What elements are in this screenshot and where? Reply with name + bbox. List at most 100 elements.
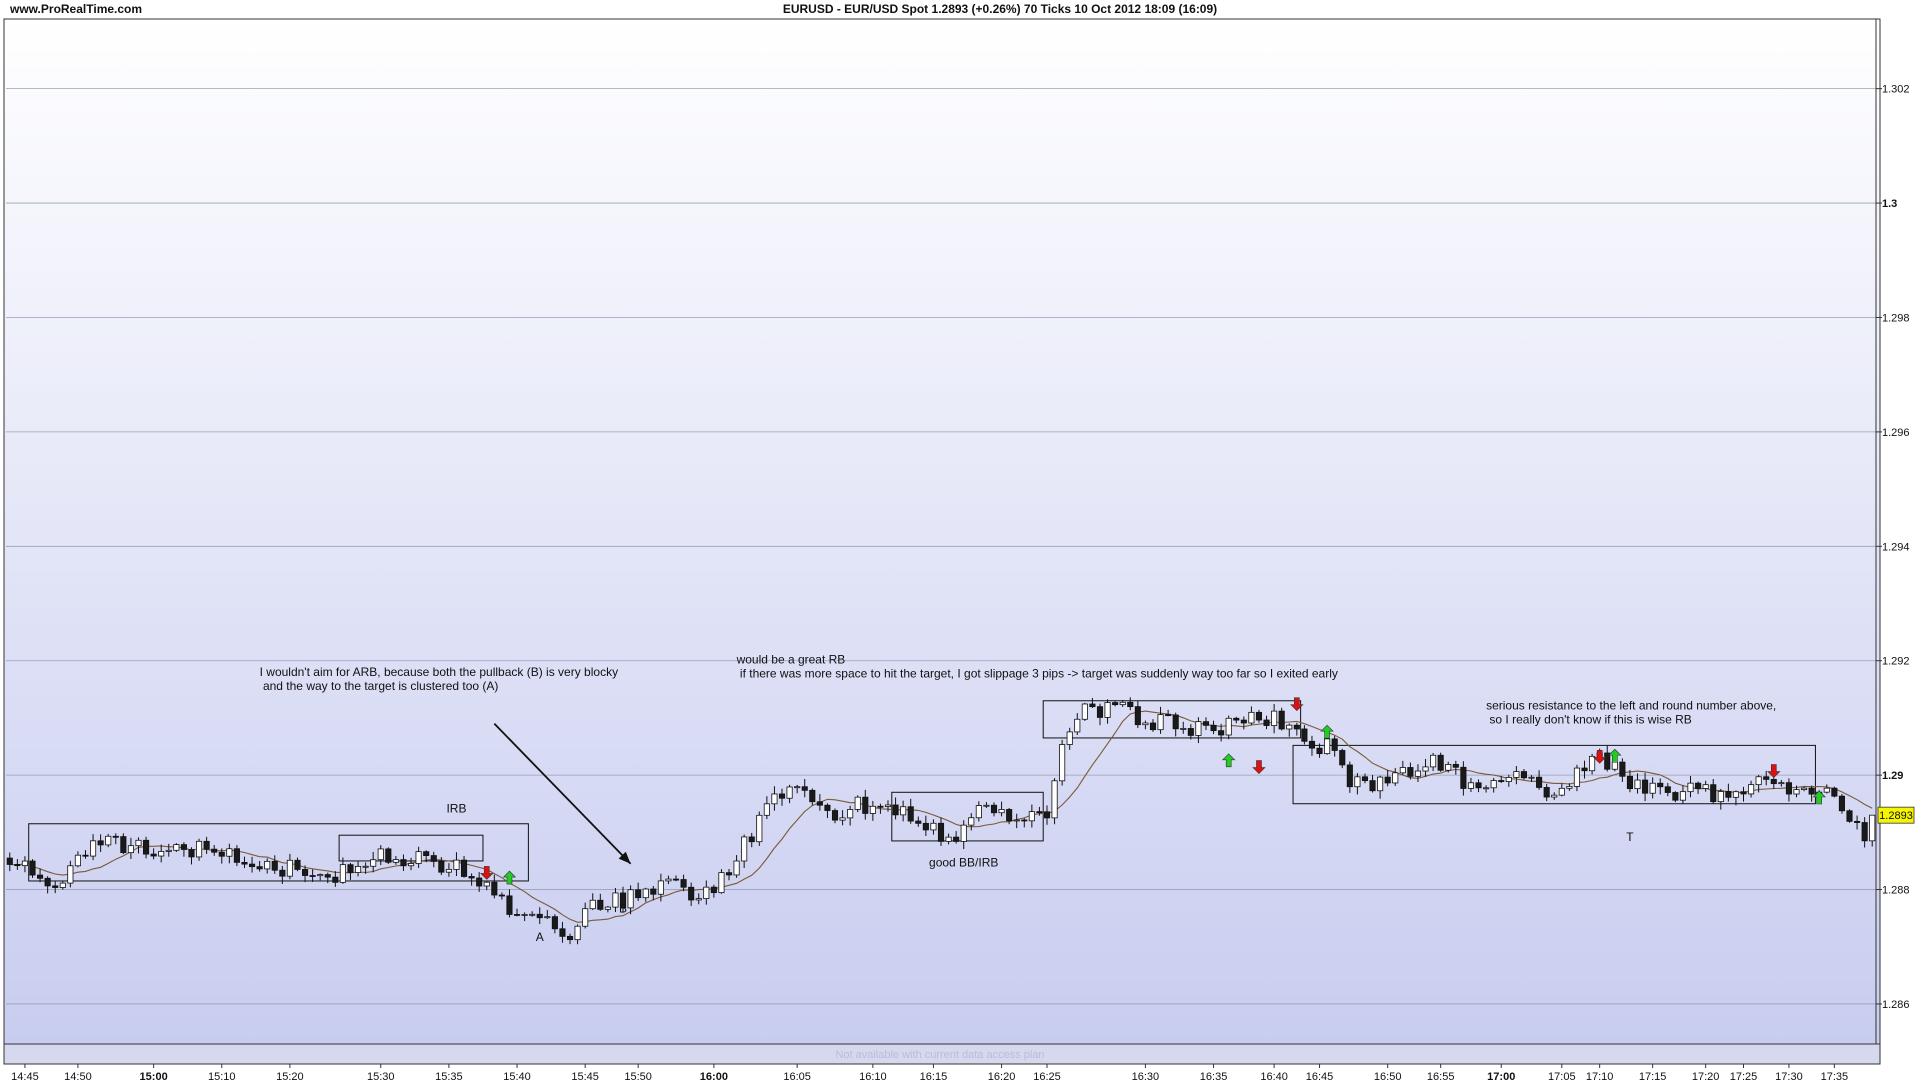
x-tick-label: 14:45	[11, 1071, 39, 1080]
arrow-head-icon	[618, 851, 631, 864]
box-left-range[interactable]	[28, 823, 529, 882]
x-tick-label: 15:10	[208, 1071, 236, 1080]
candle-body	[892, 804, 899, 816]
box-bb-irb[interactable]	[891, 791, 1044, 842]
candle-body	[1013, 819, 1020, 822]
label-b[interactable]: B	[619, 901, 627, 915]
candle-body	[1695, 782, 1702, 789]
arrow-line[interactable]	[493, 723, 632, 865]
candle-body	[1263, 719, 1270, 726]
arrow-down-icon[interactable]	[480, 866, 494, 880]
candle-body	[1679, 791, 1686, 801]
candle-body	[1732, 791, 1739, 798]
arrow-down-icon[interactable]	[1592, 749, 1607, 764]
note-resistance[interactable]: serious resistance to the left and round…	[1486, 698, 1776, 726]
candle-body	[1838, 795, 1845, 812]
x-tick-label: 16:00	[700, 1071, 728, 1080]
x-tick-label: 15:40	[503, 1071, 531, 1080]
x-tick-label: 17:25	[1730, 1071, 1758, 1080]
box-mid-upper[interactable]	[1042, 700, 1302, 739]
site-logo-text[interactable]: www.ProRealTime.com	[9, 2, 142, 16]
candle-body	[1702, 784, 1709, 789]
arrow-up-icon[interactable]	[1608, 748, 1622, 763]
candle-body	[1452, 764, 1459, 768]
candle-body	[1278, 710, 1285, 730]
candle-body	[407, 863, 415, 867]
arrow-up-icon[interactable]	[502, 870, 517, 885]
candle-body	[453, 859, 460, 870]
candle-body	[877, 805, 884, 808]
label-t[interactable]: T	[1626, 830, 1634, 844]
candle-body	[922, 822, 929, 831]
candle-body	[347, 864, 354, 873]
candle-body	[476, 877, 483, 887]
candle-body	[1407, 767, 1414, 777]
plot-area[interactable]	[3, 18, 1881, 1045]
x-tick-label: 17:35	[1821, 1071, 1849, 1080]
candle-body	[1104, 702, 1111, 718]
box-right-range[interactable]	[1292, 744, 1816, 805]
candle-body	[612, 892, 619, 908]
candle-body	[725, 872, 733, 876]
note-arb[interactable]: I wouldn't aim for ARB, because both the…	[260, 665, 618, 693]
x-tick-label: 14:50	[64, 1071, 92, 1080]
x-tick-label: 15:00	[140, 1071, 168, 1080]
note-great-rb[interactable]: would be a great RB if there was more sp…	[736, 653, 1338, 681]
candle-body	[105, 835, 112, 846]
annotation-line: T	[1626, 830, 1634, 844]
arrow-down-icon[interactable]	[1252, 760, 1266, 774]
candle-body	[1490, 780, 1497, 789]
candle-body	[143, 839, 150, 855]
arrow-up-icon[interactable]	[1221, 753, 1236, 768]
label-a[interactable]: A	[536, 930, 544, 944]
candle-body	[430, 855, 437, 862]
candle-body	[1210, 724, 1217, 732]
candle-body	[1127, 701, 1134, 708]
candle-body	[1134, 706, 1141, 726]
time-scrollbar[interactable]	[3, 1043, 1881, 1065]
candle-body	[1785, 782, 1792, 795]
arrow-down-icon[interactable]	[1290, 697, 1304, 712]
candle-body	[1006, 809, 1013, 822]
x-tick-label: 17:00	[1487, 1071, 1515, 1080]
candle-body	[665, 878, 672, 882]
candle-body	[1112, 702, 1119, 706]
candle-body	[180, 844, 187, 850]
candle-body	[1505, 777, 1512, 782]
label-irb[interactable]: IRB	[446, 801, 466, 815]
label-good-bb-irb[interactable]: good BB/IRB	[929, 856, 998, 870]
candle-body	[695, 898, 702, 901]
x-tick-label: 16:25	[1033, 1071, 1061, 1080]
x-tick-label: 16:30	[1132, 1071, 1160, 1080]
candle-body	[1657, 782, 1664, 788]
candle-body	[1339, 750, 1346, 766]
x-tick-label: 16:50	[1374, 1071, 1402, 1080]
candle-body	[839, 817, 846, 821]
arrow-down-icon[interactable]	[1767, 764, 1781, 778]
candle-body	[97, 840, 104, 846]
arrow-up-icon[interactable]	[1812, 790, 1826, 805]
candle-body	[1202, 721, 1210, 726]
y-tick-label: 1.288	[1882, 885, 1910, 897]
candle-body	[1089, 703, 1096, 708]
candle-body	[756, 814, 763, 843]
annotation-line: so I really don't know if this is wise R…	[1486, 712, 1692, 726]
candle-body	[1218, 730, 1225, 736]
candle-body	[688, 886, 695, 901]
candle-body	[1172, 714, 1179, 730]
candle-body	[120, 836, 127, 854]
candle-body	[1543, 787, 1550, 798]
arrow-up-icon[interactable]	[1320, 724, 1334, 739]
candle-body	[370, 859, 377, 867]
x-tick-label: 16:15	[920, 1071, 948, 1080]
candle-body	[286, 859, 293, 877]
x-tick-label: 16:05	[783, 1071, 811, 1080]
candle-body	[445, 868, 452, 873]
candle-body	[21, 860, 28, 867]
candle-body	[1384, 776, 1391, 784]
candle-body	[135, 839, 142, 847]
candle-body	[44, 877, 51, 887]
y-tick-label: 1.294	[1882, 541, 1910, 553]
candle-body	[574, 925, 581, 941]
